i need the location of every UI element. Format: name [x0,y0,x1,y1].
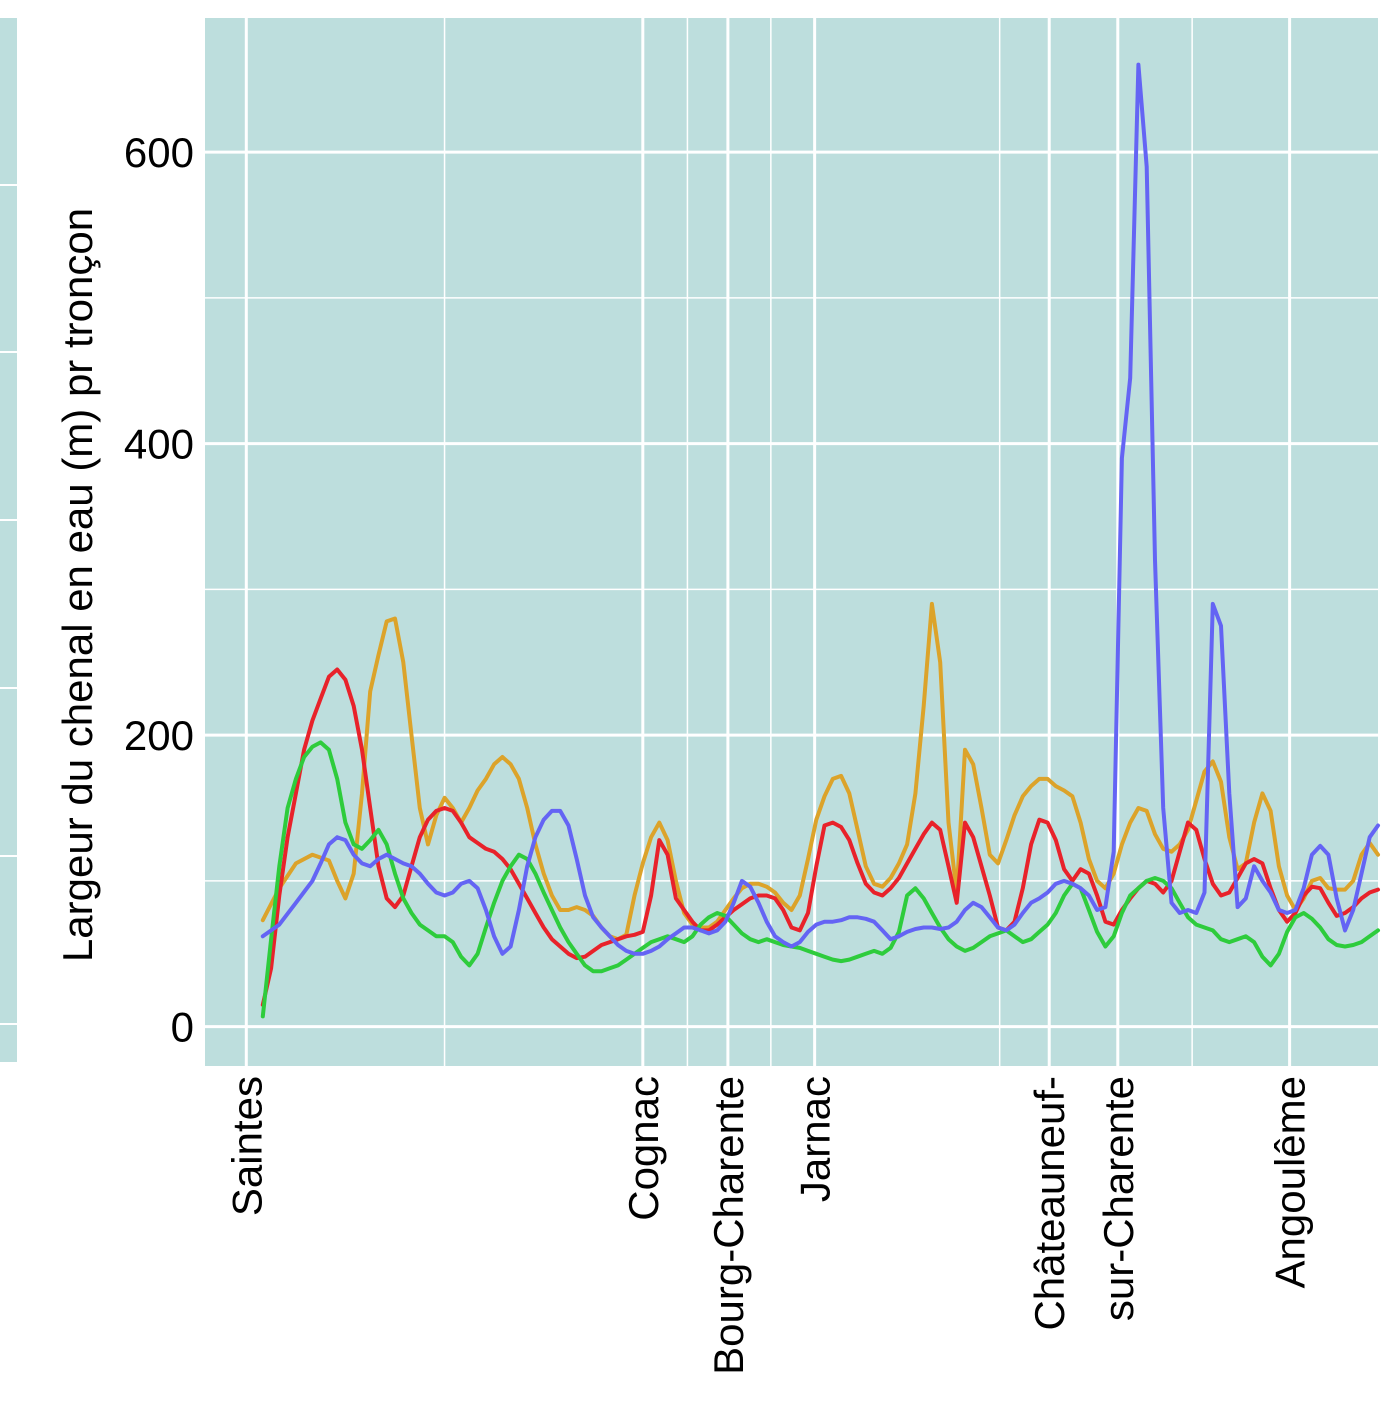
y-tick-label: 600 [124,129,194,176]
y-tick-labels: 0 200 400 600 [124,129,194,1051]
y-axis-title: Largeur du chenal en eau (m) pr tronçon [54,208,101,962]
y-tick-label: 200 [124,712,194,759]
series-line-4 [260,62,1380,956]
neighbor-panel [0,18,17,1062]
series-line-2 [260,667,1380,1007]
x-tick-label: Jarnac [792,1076,839,1202]
series-line-1 [260,601,1380,942]
x-tick-label: Châteauneuf- [1026,1076,1073,1331]
x-tick-label: Saintes [223,1076,270,1216]
x-tick-labels: Saintes Cognac Bourg-Charente Jarnac Château… [223,1076,1313,1375]
x-tick-label: Angoulême [1267,1076,1314,1288]
series-layer [260,62,1380,1019]
y-tick-label: 0 [171,1004,194,1051]
y-tick-label: 400 [124,421,194,468]
series-line-3 [260,740,1380,1019]
x-tick-label: sur-Charente [1095,1076,1142,1321]
grid-layer [205,18,1378,1066]
x-tick-label: Cognac [620,1076,667,1221]
x-tick-label: Bourg-Charente [705,1076,752,1375]
